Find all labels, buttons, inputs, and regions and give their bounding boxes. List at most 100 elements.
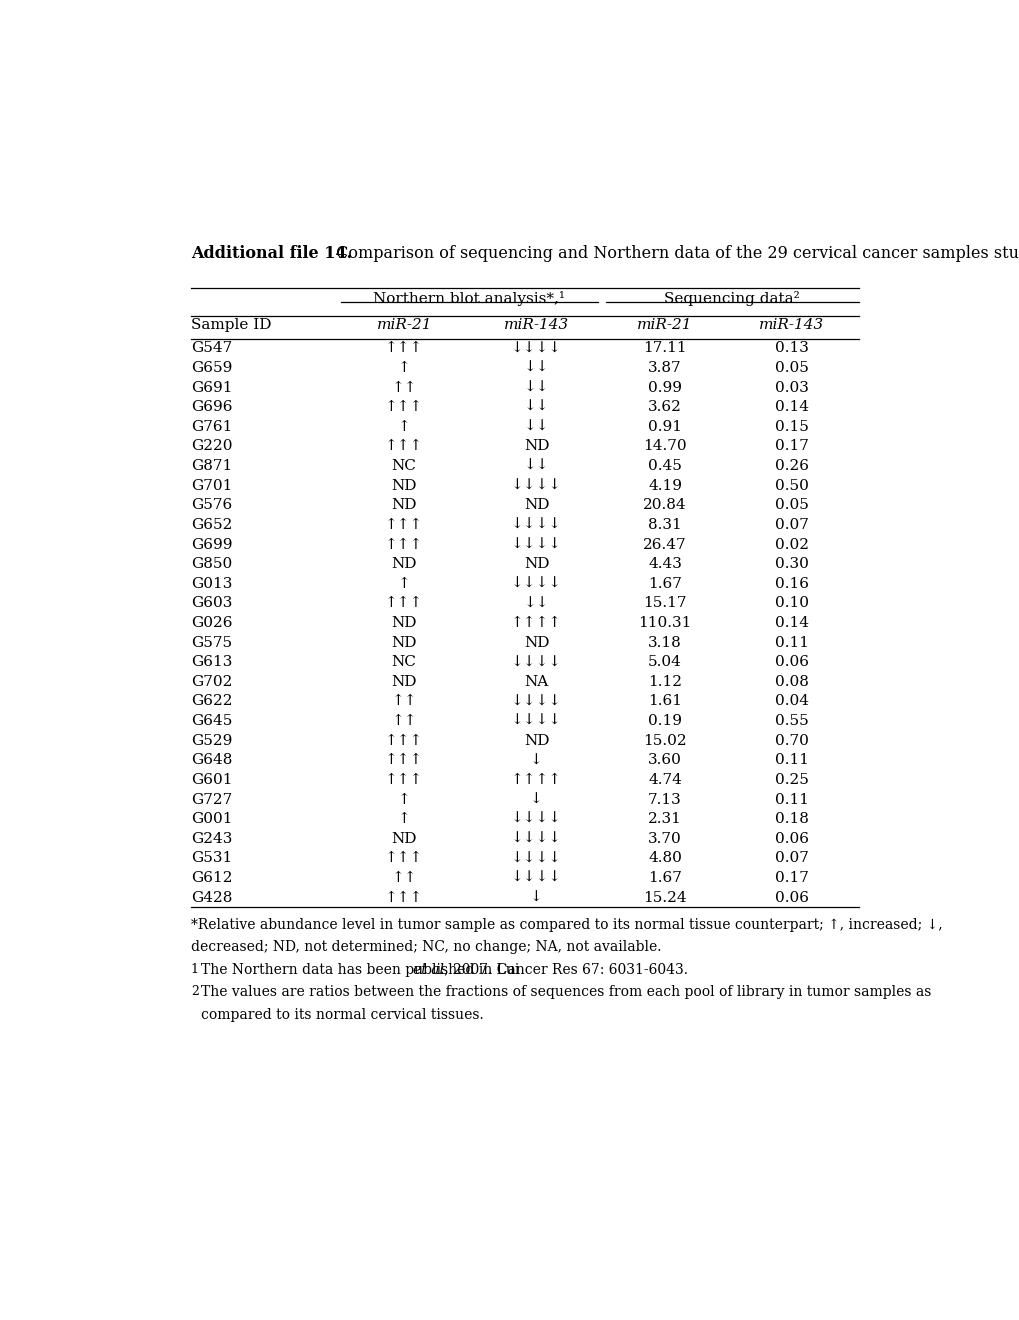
Text: ↓↓: ↓↓ bbox=[524, 360, 549, 375]
Text: 0.07: 0.07 bbox=[773, 851, 808, 866]
Text: ↓↓: ↓↓ bbox=[524, 420, 549, 434]
Text: G702: G702 bbox=[191, 675, 232, 689]
Text: G761: G761 bbox=[191, 420, 232, 434]
Text: ↑↑↑: ↑↑↑ bbox=[385, 400, 423, 414]
Text: 4.19: 4.19 bbox=[647, 479, 682, 492]
Text: 0.18: 0.18 bbox=[773, 812, 808, 826]
Text: NC: NC bbox=[391, 459, 416, 473]
Text: G645: G645 bbox=[191, 714, 232, 729]
Text: ↓↓↓↓: ↓↓↓↓ bbox=[511, 694, 561, 709]
Text: 0.70: 0.70 bbox=[773, 734, 808, 747]
Text: 0.04: 0.04 bbox=[773, 694, 808, 709]
Text: ↑↑↑: ↑↑↑ bbox=[385, 734, 423, 747]
Text: 1.67: 1.67 bbox=[647, 871, 682, 884]
Text: ↑↑↑: ↑↑↑ bbox=[385, 891, 423, 904]
Text: 0.19: 0.19 bbox=[647, 714, 682, 729]
Text: ↓↓: ↓↓ bbox=[524, 400, 549, 414]
Text: 0.14: 0.14 bbox=[773, 400, 808, 414]
Text: ↑↑↑: ↑↑↑ bbox=[385, 597, 423, 610]
Text: ↑: ↑ bbox=[397, 360, 410, 375]
Text: 0.11: 0.11 bbox=[773, 754, 808, 767]
Text: Sequencing data²: Sequencing data² bbox=[663, 290, 799, 305]
Text: 7.13: 7.13 bbox=[647, 792, 682, 807]
Text: decreased; ND, not determined; NC, no change; NA, not available.: decreased; ND, not determined; NC, no ch… bbox=[191, 940, 660, 954]
Text: ↑↑↑: ↑↑↑ bbox=[385, 851, 423, 866]
Text: 3.18: 3.18 bbox=[647, 636, 682, 649]
Text: G612: G612 bbox=[191, 871, 232, 884]
Text: 0.17: 0.17 bbox=[773, 871, 808, 884]
Text: G696: G696 bbox=[191, 400, 232, 414]
Text: 0.05: 0.05 bbox=[773, 498, 808, 512]
Text: 15.24: 15.24 bbox=[643, 891, 686, 904]
Text: G243: G243 bbox=[191, 832, 232, 846]
Text: ↑↑↑: ↑↑↑ bbox=[385, 537, 423, 552]
Text: 0.25: 0.25 bbox=[773, 774, 808, 787]
Text: 0.91: 0.91 bbox=[647, 420, 682, 434]
Text: miR-143: miR-143 bbox=[758, 318, 823, 331]
Text: The values are ratios between the fractions of sequences from each pool of libra: The values are ratios between the fracti… bbox=[201, 985, 930, 999]
Text: ., 2007. Cancer Res 67: 6031-6043.: ., 2007. Cancer Res 67: 6031-6043. bbox=[439, 962, 687, 977]
Text: 14.70: 14.70 bbox=[643, 440, 686, 454]
Text: ↑: ↑ bbox=[397, 577, 410, 591]
Text: 8.31: 8.31 bbox=[647, 517, 682, 532]
Text: 0.10: 0.10 bbox=[773, 597, 808, 610]
Text: 4.80: 4.80 bbox=[647, 851, 682, 866]
Text: ↓↓↓↓: ↓↓↓↓ bbox=[511, 655, 561, 669]
Text: 0.14: 0.14 bbox=[773, 616, 808, 630]
Text: G613: G613 bbox=[191, 655, 232, 669]
Text: G575: G575 bbox=[191, 636, 231, 649]
Text: 15.17: 15.17 bbox=[643, 597, 686, 610]
Text: G622: G622 bbox=[191, 694, 232, 709]
Text: G648: G648 bbox=[191, 754, 232, 767]
Text: G699: G699 bbox=[191, 537, 232, 552]
Text: ↓: ↓ bbox=[530, 754, 542, 767]
Text: ↓: ↓ bbox=[530, 792, 542, 807]
Text: ↓↓↓↓: ↓↓↓↓ bbox=[511, 479, 561, 492]
Text: 1: 1 bbox=[191, 962, 199, 975]
Text: ↑↑↑↑: ↑↑↑↑ bbox=[511, 616, 561, 630]
Text: 26.47: 26.47 bbox=[643, 537, 686, 552]
Text: G727: G727 bbox=[191, 792, 231, 807]
Text: ↑: ↑ bbox=[397, 812, 410, 826]
Text: ↑↑↑: ↑↑↑ bbox=[385, 440, 423, 454]
Text: ↑↑↑: ↑↑↑ bbox=[385, 774, 423, 787]
Text: G652: G652 bbox=[191, 517, 232, 532]
Text: 3.60: 3.60 bbox=[647, 754, 682, 767]
Text: ↓↓↓↓: ↓↓↓↓ bbox=[511, 537, 561, 552]
Text: ND: ND bbox=[391, 675, 417, 689]
Text: 0.15: 0.15 bbox=[773, 420, 808, 434]
Text: ↑↑: ↑↑ bbox=[391, 694, 417, 709]
Text: ↓↓: ↓↓ bbox=[524, 380, 549, 395]
Text: ↑↑: ↑↑ bbox=[391, 714, 417, 729]
Text: 0.02: 0.02 bbox=[773, 537, 808, 552]
Text: ↑↑↑: ↑↑↑ bbox=[385, 517, 423, 532]
Text: ↓↓↓↓: ↓↓↓↓ bbox=[511, 851, 561, 866]
Text: 0.06: 0.06 bbox=[773, 891, 808, 904]
Text: G691: G691 bbox=[191, 380, 232, 395]
Text: ND: ND bbox=[524, 498, 549, 512]
Text: 0.30: 0.30 bbox=[773, 557, 808, 572]
Text: 0.17: 0.17 bbox=[773, 440, 808, 454]
Text: 3.62: 3.62 bbox=[647, 400, 682, 414]
Text: ND: ND bbox=[391, 479, 417, 492]
Text: 3.70: 3.70 bbox=[647, 832, 682, 846]
Text: 1.12: 1.12 bbox=[647, 675, 682, 689]
Text: 2.31: 2.31 bbox=[647, 812, 682, 826]
Text: ↑↑↑: ↑↑↑ bbox=[385, 754, 423, 767]
Text: NC: NC bbox=[391, 655, 416, 669]
Text: G850: G850 bbox=[191, 557, 231, 572]
Text: G576: G576 bbox=[191, 498, 231, 512]
Text: 0.16: 0.16 bbox=[773, 577, 808, 591]
Text: et al: et al bbox=[413, 962, 443, 977]
Text: ND: ND bbox=[391, 557, 417, 572]
Text: 0.11: 0.11 bbox=[773, 792, 808, 807]
Text: ↑↑↑: ↑↑↑ bbox=[385, 342, 423, 355]
Text: 1.61: 1.61 bbox=[647, 694, 682, 709]
Text: 17.11: 17.11 bbox=[643, 342, 686, 355]
Text: Sample ID: Sample ID bbox=[191, 318, 271, 331]
Text: 0.05: 0.05 bbox=[773, 360, 808, 375]
Text: ↓↓: ↓↓ bbox=[524, 597, 549, 610]
Text: G659: G659 bbox=[191, 360, 232, 375]
Text: G871: G871 bbox=[191, 459, 231, 473]
Text: G529: G529 bbox=[191, 734, 232, 747]
